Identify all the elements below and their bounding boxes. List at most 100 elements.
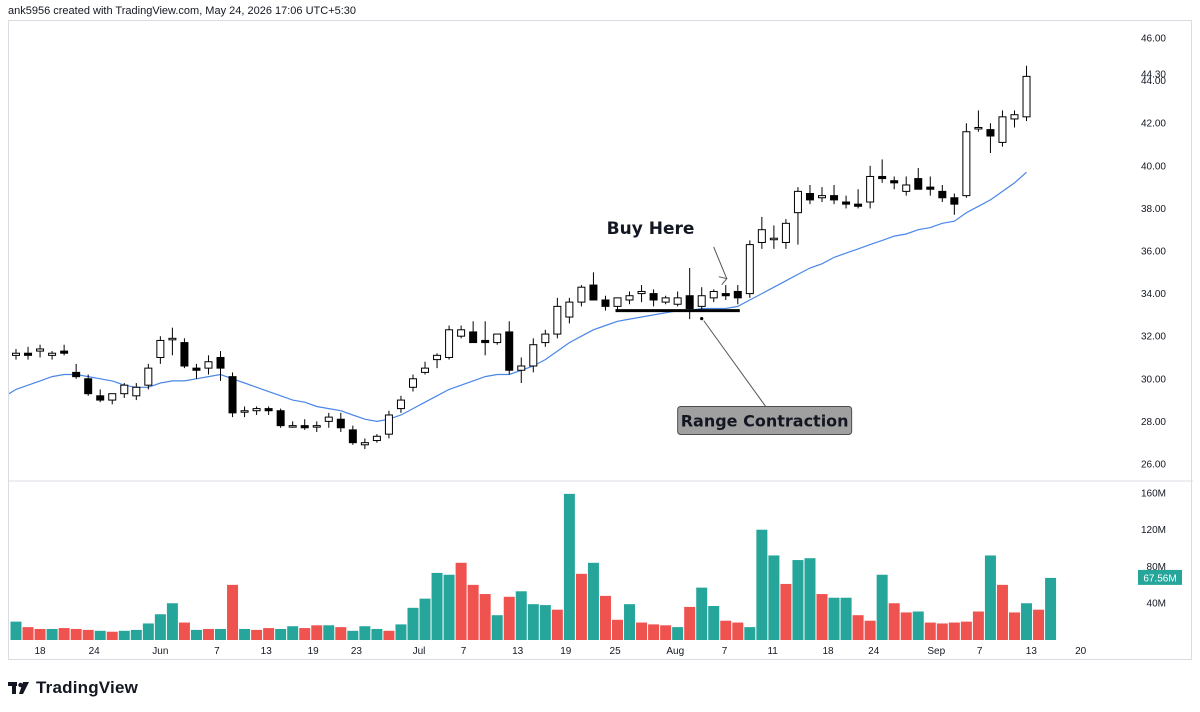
volume-bar xyxy=(34,628,46,640)
volume-bar xyxy=(106,631,118,640)
price-tick-label: 44.00 xyxy=(1141,76,1166,87)
price-tick-label: 38.00 xyxy=(1141,204,1166,215)
volume-bar xyxy=(936,623,948,640)
candle-body xyxy=(96,395,105,401)
candle-body xyxy=(192,367,201,371)
candle-body xyxy=(36,348,45,352)
volume-bar xyxy=(756,529,768,640)
volume-bar xyxy=(82,629,94,640)
volume-bar xyxy=(612,619,623,640)
x-tick-label: 20 xyxy=(1075,646,1087,657)
volume-bar xyxy=(335,627,347,640)
volume-bar xyxy=(780,583,792,640)
candle-body xyxy=(48,352,57,356)
candle-body xyxy=(830,195,839,201)
candle-body xyxy=(288,425,297,428)
volume-bar xyxy=(251,629,263,640)
volume-bar xyxy=(1021,603,1033,640)
range-contraction-anchor-dot xyxy=(700,317,704,321)
candle-body xyxy=(336,418,345,429)
candle-body xyxy=(384,414,393,435)
volume-bar xyxy=(263,628,275,640)
candle-body xyxy=(986,129,995,137)
candle-body xyxy=(805,193,814,201)
candle-body xyxy=(613,297,622,307)
volume-bar xyxy=(575,573,587,640)
volume-bar xyxy=(359,626,371,640)
candle-body xyxy=(433,354,442,361)
candle-body xyxy=(842,201,851,205)
candle-body xyxy=(60,350,69,354)
candle-body xyxy=(84,378,93,395)
tradingview-brand: TradingView xyxy=(8,678,138,698)
volume-bar xyxy=(539,605,551,640)
candle-body xyxy=(914,178,923,190)
volume-bar xyxy=(323,625,335,640)
x-tick-label: 25 xyxy=(610,646,622,657)
volume-bar xyxy=(660,625,672,640)
x-tick-label: 7 xyxy=(461,646,467,657)
candle-body xyxy=(300,425,309,429)
candle-body xyxy=(709,290,718,299)
range-contraction-label: Range Contraction xyxy=(681,411,849,430)
volume-bar xyxy=(587,562,599,640)
chart-frame[interactable]: 46.00 44.00 42.00 40.00 38.00 36.00 34.00 32.00… xyxy=(8,20,1193,661)
volume-tick-label: 40M xyxy=(1147,599,1166,610)
candle-body xyxy=(469,331,478,344)
volume-bar xyxy=(900,612,912,640)
volume-bar xyxy=(864,620,876,640)
volume-bar xyxy=(443,574,455,640)
volume-tick-label: 120M xyxy=(1141,525,1166,536)
price-tick-label: 30.00 xyxy=(1141,374,1166,385)
candle-body xyxy=(252,408,261,412)
candle-body xyxy=(565,301,574,318)
volume-bar xyxy=(840,597,852,640)
volume-bar xyxy=(154,614,166,640)
volume-bar xyxy=(684,606,696,640)
volume-bar xyxy=(275,628,287,640)
candle-body xyxy=(312,425,321,428)
volume-bar xyxy=(563,493,575,640)
volume-bar xyxy=(804,558,816,640)
volume-bar xyxy=(371,628,383,640)
x-tick-label: 7 xyxy=(722,646,728,657)
last-volume-tag xyxy=(1138,569,1182,585)
volume-bar xyxy=(299,628,311,640)
candle-body xyxy=(685,295,694,310)
volume-bar xyxy=(984,555,996,640)
volume-bar xyxy=(215,628,227,640)
x-tick-label: 13 xyxy=(512,646,524,657)
candle-body xyxy=(396,399,405,410)
candle-body xyxy=(902,184,911,192)
candle-body xyxy=(818,195,827,199)
x-tick-label: 19 xyxy=(308,646,320,657)
volume-bar xyxy=(912,611,924,640)
volume-bar xyxy=(130,629,142,640)
x-tick-label: 7 xyxy=(977,646,983,657)
volume-bar xyxy=(407,607,419,640)
x-tick-label: Sep xyxy=(927,646,945,657)
price-tick-label: 28.00 xyxy=(1141,417,1166,428)
candle-body xyxy=(144,367,153,386)
volume-bar xyxy=(227,584,239,640)
volume-bar xyxy=(816,594,828,640)
moving-average-line xyxy=(9,171,1027,423)
volume-bar xyxy=(94,630,106,640)
price-tick-label: 46.00 xyxy=(1141,34,1166,45)
chart-canvas[interactable]: 46.00 44.00 42.00 40.00 38.00 36.00 34.00 32.00… xyxy=(9,21,1193,661)
candle-body xyxy=(216,356,225,369)
candle-body xyxy=(120,384,129,395)
candle-body xyxy=(457,329,466,337)
tradingview-logo-icon xyxy=(8,682,29,694)
candle-body xyxy=(24,352,33,356)
candle-body xyxy=(529,344,538,367)
volume-bar xyxy=(792,560,804,640)
candle-body xyxy=(493,333,502,344)
volume-bar xyxy=(768,555,780,640)
candle-body xyxy=(421,367,430,373)
x-tick-label: 13 xyxy=(261,646,273,657)
volume-bar xyxy=(924,622,936,640)
candle-body xyxy=(673,297,682,305)
candle-body xyxy=(505,331,514,371)
volume-bar xyxy=(202,628,214,640)
